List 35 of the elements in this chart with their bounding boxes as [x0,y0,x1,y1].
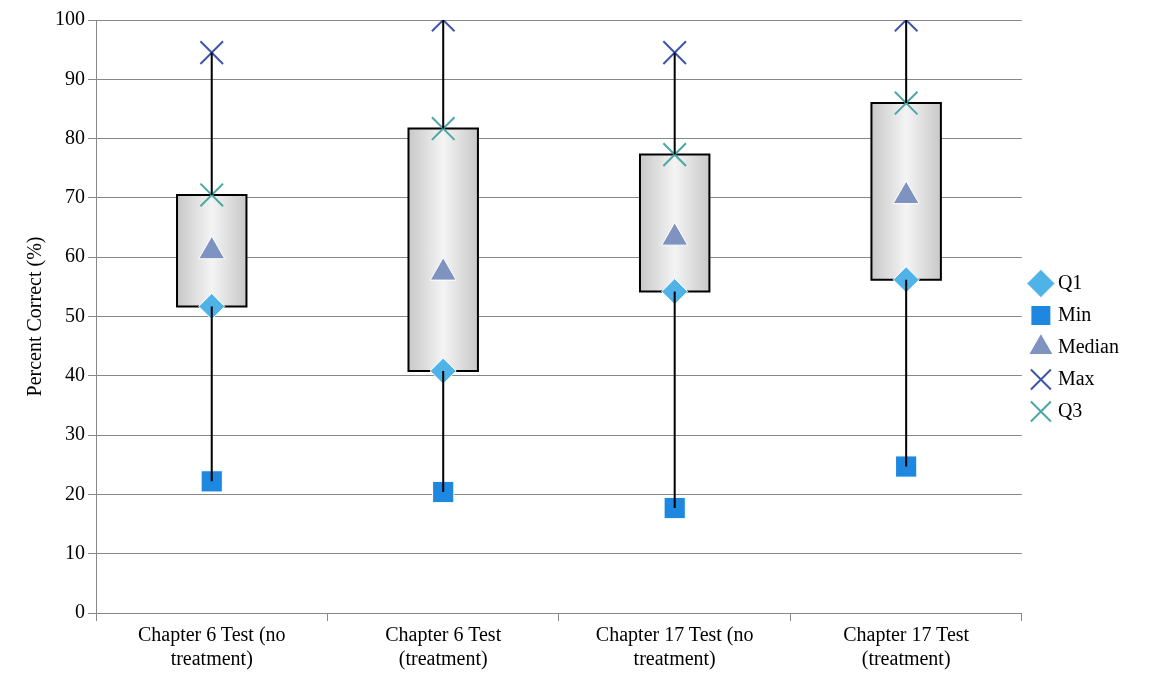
legend-label: Median [1057,334,1119,357]
x-tick-label: Chapter 17 Test (no treatment) [595,623,754,671]
y-tick-label: 50 [65,303,85,326]
y-tick-label: 60 [65,244,85,267]
x-tick-label: Chapter 17 Test (treatment) [843,623,970,671]
y-tick-label: 10 [65,540,85,563]
y-tick-label: 20 [65,481,85,504]
point [662,40,688,65]
point [432,480,455,504]
y-axis-title: Percent Correct (%) [23,236,47,397]
y-tick-label: 90 [65,66,85,89]
point [199,40,225,65]
point [430,116,456,141]
point [892,266,920,294]
legend-label: Q1 [1057,270,1083,293]
y-tick-label: 80 [65,125,85,148]
legend-label: Q3 [1057,398,1083,421]
y-tick-label: 30 [65,422,85,445]
x-tick-label: Chapter 6 Test (treatment) [385,623,502,671]
point [893,90,919,116]
point [199,182,225,208]
y-tick-label: 100 [55,7,85,30]
point [200,470,223,493]
y-tick-label: 40 [65,363,85,386]
point [663,496,686,520]
legend-label: Max [1057,366,1095,389]
point [661,278,689,306]
legend-label: Min [1057,302,1092,325]
x-tick-label: Chapter 6 Test (no treatment) [137,623,286,671]
point [895,455,918,478]
y-tick-label: 0 [75,600,85,623]
point [198,292,226,320]
point [662,142,688,167]
point [429,357,457,385]
y-tick-label: 70 [65,185,85,208]
